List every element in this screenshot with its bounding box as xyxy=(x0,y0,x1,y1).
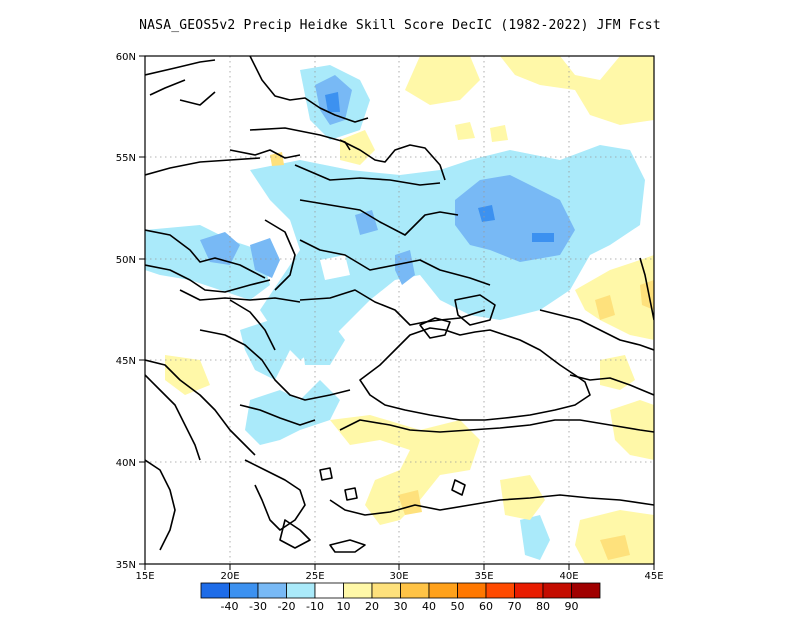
colorbar-swatch xyxy=(457,582,487,599)
colorbar-label: 60 xyxy=(479,600,493,613)
colorbar-label: 70 xyxy=(508,600,522,613)
map-title: NASA_GEOS5v2 Precip Heidke Skill Score D… xyxy=(139,18,661,33)
lon-tick-label: 25E xyxy=(305,571,324,582)
colorbar-swatch xyxy=(314,582,344,599)
lon-tick-label: 15E xyxy=(135,571,154,582)
colorbar-label: -30 xyxy=(249,600,267,613)
lon-tick-label: 35E xyxy=(474,571,493,582)
colorbar-label: -10 xyxy=(306,600,324,613)
lat-tick-label: 50N xyxy=(116,255,136,266)
lat-tick-label: 40N xyxy=(116,458,136,469)
colorbar-swatch xyxy=(343,582,373,599)
negative-skill-strong xyxy=(325,92,554,242)
colorbar-swatch xyxy=(229,582,259,599)
colorbar-label: -20 xyxy=(278,600,296,613)
colorbar-swatch xyxy=(400,582,430,599)
positive-skill-light xyxy=(165,56,654,564)
colorbar-swatch xyxy=(485,582,515,599)
colorbar-swatch xyxy=(200,582,230,599)
colorbar-swatch xyxy=(514,582,544,599)
lat-tick-label: 55N xyxy=(116,153,136,164)
colorbar-swatch xyxy=(286,582,316,599)
colorbar: -40 -30 -20 -10 10 20 30 40 50 60 70 80 90 xyxy=(200,582,601,613)
colorbar-swatch xyxy=(371,582,401,599)
lat-tick-label: 35N xyxy=(116,560,136,571)
lat-tick-label: 45N xyxy=(116,356,136,367)
lon-tick-label: 30E xyxy=(389,571,408,582)
colorbar-swatch xyxy=(257,582,287,599)
coastlines-borders xyxy=(145,56,654,553)
colorbar-label: 30 xyxy=(394,600,408,613)
colorbar-label: 40 xyxy=(422,600,436,613)
no-skill-holes xyxy=(320,138,398,280)
colorbar-label: 10 xyxy=(337,600,351,613)
lon-tick-label: 20E xyxy=(220,571,239,582)
colorbar-label: 20 xyxy=(365,600,379,613)
lon-tick-label: 45E xyxy=(644,571,663,582)
colorbar-label: 80 xyxy=(536,600,550,613)
shaded-fields xyxy=(145,56,654,564)
colorbar-swatch xyxy=(428,582,458,599)
colorbar-label: 50 xyxy=(451,600,465,613)
lat-tick-label: 60N xyxy=(116,52,136,63)
lat-tick-labels: 35N 40N 45N 50N 55N 60N xyxy=(116,52,136,571)
lon-tick-label: 40E xyxy=(559,571,578,582)
colorbar-swatch xyxy=(542,582,572,599)
colorbar-label: 90 xyxy=(565,600,579,613)
colorbar-label: -40 xyxy=(221,600,239,613)
colorbar-swatch xyxy=(571,582,601,599)
tick-marks xyxy=(139,55,655,570)
lon-tick-labels: 15E 20E 25E 30E 35E 40E 45E xyxy=(135,571,663,582)
